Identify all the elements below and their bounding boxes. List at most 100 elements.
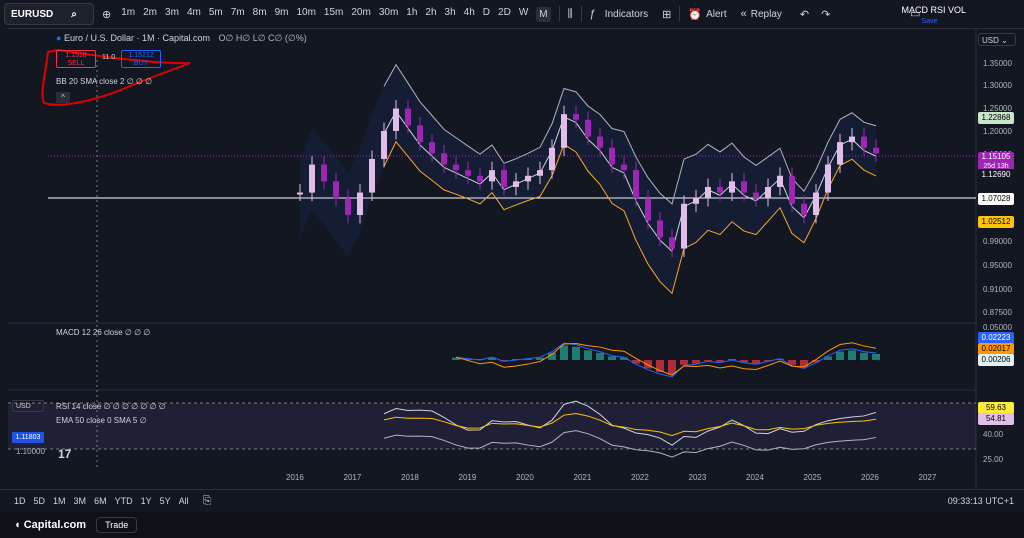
interval-3h[interactable]: 3h <box>444 6 456 18</box>
candle-body <box>693 198 699 204</box>
interval-9m[interactable]: 9m <box>274 6 289 18</box>
candle-body <box>873 147 879 154</box>
candles-icon[interactable]: ⫼ <box>567 7 573 20</box>
divider <box>558 6 560 22</box>
clock[interactable]: 09:33:13 UTC+1 <box>947 496 1014 506</box>
indicators-icon[interactable]: ƒ <box>589 8 596 20</box>
year-label: 2025 <box>803 473 822 482</box>
price-tick-label: 0.91000 <box>983 285 1012 294</box>
interval-30m[interactable]: 30m <box>378 6 399 18</box>
price-tag: 1.02512 <box>978 216 1014 228</box>
interval-2m[interactable]: 2m <box>143 6 158 18</box>
macd-indicator-label[interactable]: MACD 12 26 close ∅ ∅ ∅ <box>56 328 151 337</box>
ema-line <box>383 430 877 458</box>
macd-histogram-bar <box>524 358 532 360</box>
interval-5m[interactable]: 5m <box>208 6 223 18</box>
rsi-indicator-label[interactable]: RSI 14 close ∅ ∅ ∅ ∅ ∅ ∅ ∅ <box>56 402 166 411</box>
interval-7m[interactable]: 7m <box>230 6 245 18</box>
top-toolbar: EURUSD ⌕ ⊕ 1m 2m 3m 4m 5m 7m 8m 9m 10m 15m 20m 30m 1h… <box>0 0 1024 29</box>
alert-icon[interactable]: ⏰ <box>688 8 703 21</box>
macd-tick-label: 0.05000 <box>983 323 1012 332</box>
collapse-chevron-icon[interactable]: ^ <box>56 92 70 103</box>
candle-body <box>357 192 363 215</box>
spread-value: 11.0 <box>102 54 116 61</box>
macd-tag: 0.02223 <box>978 332 1014 344</box>
brand-logo: ◖ Capital.com <box>14 519 86 531</box>
interval-15m[interactable]: 15m <box>323 6 344 18</box>
redo-icon[interactable]: ↷ <box>821 8 831 21</box>
replay-button[interactable]: Replay <box>750 8 782 20</box>
interval-list: 1m 2m 3m 4m 5m 7m 8m 9m 10m 15m 20m 30m 1h 2h 3h 4h D 2D W… <box>111 6 551 22</box>
range-1Y[interactable]: 1Y <box>140 496 152 506</box>
range-5D[interactable]: 5D <box>33 496 46 506</box>
interval-20m[interactable]: 20m <box>351 6 371 18</box>
price-tag: 1.15105 25d 13h <box>978 152 1014 172</box>
interval-M[interactable]: M <box>536 6 551 22</box>
buy-price: 1.15212 <box>128 52 154 59</box>
macd-histogram-bar <box>752 360 760 364</box>
trade-button[interactable]: Trade <box>96 517 138 533</box>
bb-basis-line <box>383 110 877 253</box>
interval-W[interactable]: W <box>518 6 529 18</box>
currency-selector[interactable]: USD ⌄ <box>978 33 1016 46</box>
undo-icon[interactable]: ↶ <box>799 8 810 21</box>
range-1M[interactable]: 1M <box>53 496 66 506</box>
range-YTD[interactable]: YTD <box>114 496 133 506</box>
add-symbol-icon[interactable]: ⊕ <box>102 8 112 21</box>
range-6M[interactable]: 6M <box>94 496 107 506</box>
range-list: 1D 5D 1M 3M 6M YTD 1Y 5Y All <box>6 496 189 506</box>
interval-D[interactable]: D <box>482 6 491 18</box>
interval-10m[interactable]: 10m <box>296 6 316 18</box>
candle-body <box>369 158 375 193</box>
candle-body <box>381 130 387 159</box>
rsi-tick-label: 25.00 <box>983 455 1004 464</box>
candle-body <box>561 114 567 148</box>
interval-1m[interactable]: 1m <box>121 6 136 18</box>
interval-4m[interactable]: 4m <box>186 6 201 18</box>
candle-body <box>345 198 351 215</box>
layout-icon[interactable]: ▭ <box>910 8 921 20</box>
alert-button[interactable]: Alert <box>706 8 727 20</box>
macd-histogram-bar <box>692 360 700 364</box>
price-tick-label: 1.25000 <box>983 104 1012 113</box>
range-5Y[interactable]: 5Y <box>159 496 171 506</box>
price-tick-label: 1.30000 <box>983 81 1012 90</box>
range-All[interactable]: All <box>178 496 189 506</box>
interval-2D[interactable]: 2D <box>498 6 511 18</box>
macd-histogram-bar <box>860 352 868 360</box>
ema-indicator-label[interactable]: EMA 50 close 0 SMA 5 ∅ <box>56 416 147 425</box>
bb-indicator-label[interactable]: BB 20 SMA close 2 ∅ ∅ ∅ <box>56 77 153 86</box>
interval-4h[interactable]: 4h <box>463 6 475 18</box>
buy-button[interactable]: 1.15212 BUY <box>121 50 162 68</box>
price-tick-label: 0.87500 <box>983 308 1012 317</box>
date-range-icon[interactable]: ⎘ <box>202 494 212 507</box>
replay-icon[interactable]: « <box>740 8 747 20</box>
interval-1h[interactable]: 1h <box>406 6 418 18</box>
layout-name[interactable]: MACD RSI VOL Save <box>901 5 966 25</box>
range-3M[interactable]: 3M <box>73 496 87 506</box>
macd-histogram-bar <box>872 354 880 360</box>
interval-2h[interactable]: 2h <box>425 6 437 18</box>
save-label[interactable]: Save <box>921 18 938 25</box>
macd-histogram-bar <box>596 352 604 360</box>
sell-button[interactable]: 1.1510 SELL <box>56 50 96 68</box>
symbol-search[interactable]: EURUSD ⌕ <box>4 3 94 25</box>
candle-body <box>669 237 675 249</box>
range-1D[interactable]: 1D <box>14 496 26 506</box>
candle-body <box>573 114 579 120</box>
candle-body <box>405 108 411 126</box>
year-label: 2022 <box>631 473 649 482</box>
left-currency-label[interactable]: USD <box>12 400 44 412</box>
macd-histogram-bar <box>512 359 520 360</box>
interval-8m[interactable]: 8m <box>252 6 267 18</box>
candle-body <box>321 164 327 182</box>
indicators-button[interactable]: Indicators <box>604 8 649 20</box>
macd-histogram-bar <box>608 356 616 360</box>
macd-histogram-bar <box>656 360 664 372</box>
macd-histogram-bar <box>824 356 832 360</box>
year-label: 2027 <box>918 473 937 482</box>
interval-3m[interactable]: 3m <box>165 6 179 18</box>
templates-icon[interactable]: ⊞ <box>662 8 672 21</box>
year-label: 2019 <box>458 473 477 482</box>
